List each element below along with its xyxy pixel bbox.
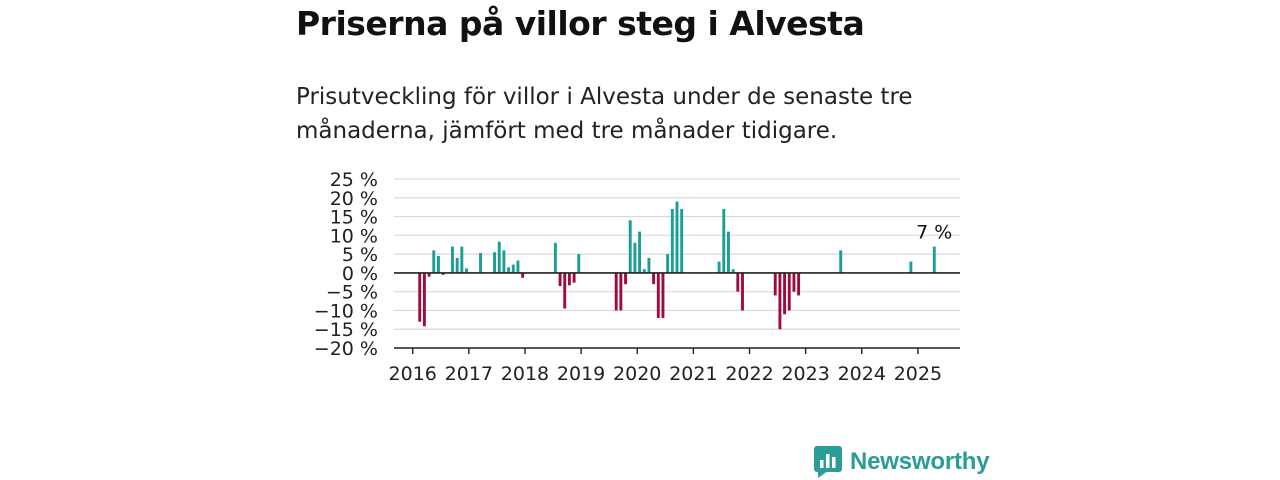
x-tick-label: 2020 [613,363,661,385]
bar [797,272,801,296]
bar [670,209,674,273]
bar [932,246,936,273]
bar [727,231,730,273]
bar [441,272,445,275]
bar [553,242,557,273]
bar [717,261,721,273]
y-tick-label: −10 % [314,300,378,322]
chart-subtitle: Prisutveckling för villor i Alvesta unde… [296,84,913,144]
newsworthy-logo-icon [814,446,842,478]
x-tick-label: 2018 [501,363,549,385]
bar [647,257,651,273]
bar [675,201,679,273]
bar [563,272,567,309]
bar [436,255,440,273]
bar [507,267,511,273]
bars [418,201,936,330]
x-tick-label: 2023 [781,363,829,385]
bar [451,246,454,273]
bar [465,268,468,273]
x-tick-label: 2017 [445,363,493,385]
x-tick-label: 2025 [894,363,942,385]
bar [493,252,497,273]
bar [628,220,632,273]
y-tick-label: 15 % [330,207,378,229]
bar [642,269,646,273]
bar [455,257,459,273]
last-value-annotation: 7 % [916,222,952,244]
axes [394,272,960,349]
bar [479,252,482,273]
bar [497,241,501,273]
y-tick-label: 5 % [342,244,378,266]
y-tick-label: 10 % [330,225,378,247]
bar [521,272,525,278]
bar [787,272,791,311]
y-tick-label: 20 % [330,188,378,210]
bar [773,272,777,296]
x-tick-label: 2019 [557,363,605,385]
bar [792,272,796,292]
bar [624,272,627,285]
y-tick-label: −20 % [314,338,378,360]
newsworthy-logo: Newsworthy [814,446,990,478]
y-axis-tick-labels: −20 %−15 %−10 %−5 %0 %5 %10 %15 %20 %25 … [314,169,378,360]
x-tick-label: 2022 [725,363,773,385]
x-tick-label: 2016 [389,363,437,385]
chart-title: Priserna på villor steg i Alvesta [296,4,865,43]
bar [516,260,520,273]
bar [511,264,515,273]
bar [652,272,656,285]
bar [778,272,782,330]
bar [783,272,787,315]
bar [736,272,740,292]
bar [418,272,422,322]
bar [633,242,637,273]
bar [666,254,670,273]
bar [741,272,744,311]
x-tick-label: 2024 [838,363,886,385]
bar [572,272,576,283]
bar [638,231,642,273]
x-tick-label: 2021 [669,363,717,385]
bar [656,272,660,318]
y-tick-label: −5 % [326,282,378,304]
bar [680,209,684,273]
bar [619,272,623,311]
bar [460,246,464,273]
annotations: 7 % [916,222,952,244]
y-tick-label: 0 % [342,263,378,285]
y-tick-label: 25 % [330,169,378,191]
newsworthy-logo-text: Newsworthy [850,448,990,475]
bar [614,272,618,311]
bar [722,209,726,273]
bar [731,269,735,273]
bar [577,254,581,273]
bar [839,250,843,273]
bar [567,272,571,286]
bar [427,272,431,277]
bar [661,272,665,318]
x-axis-tick-labels: 2016 2017 2018 2019 2020 2021 2022 2023 2024 2025 [389,348,942,385]
bar [558,272,562,287]
bar [502,250,506,273]
bar [432,250,436,273]
bar [909,261,913,273]
bar [422,272,426,327]
y-tick-label: −15 % [314,319,378,341]
